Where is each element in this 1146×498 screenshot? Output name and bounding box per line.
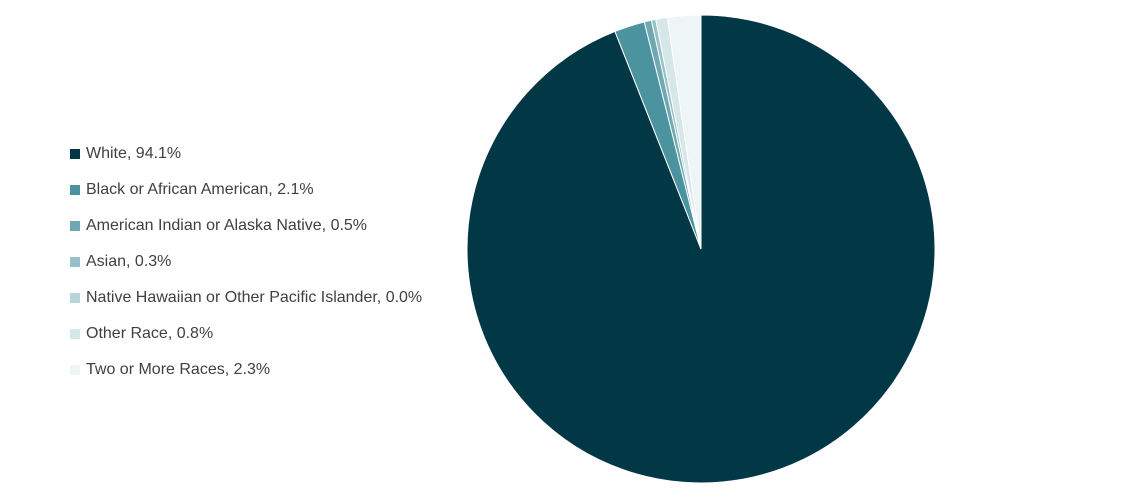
legend-swatch-american-indian — [70, 221, 80, 231]
legend-label-two-or-more: Two or More Races, 2.3% — [86, 361, 271, 378]
legend-item-black: Black or African American, 2.1% — [70, 172, 470, 208]
legend-label-other-race: Other Race, 0.8% — [86, 325, 214, 342]
legend-item-two-or-more: Two or More Races, 2.3% — [70, 352, 470, 388]
legend-item-white: White, 94.1% — [70, 136, 470, 172]
legend-swatch-black — [70, 185, 80, 195]
legend-label-american-indian: American Indian or Alaska Native, 0.5% — [86, 217, 368, 234]
pie-slice-two-or-more-races — [666, 14, 702, 250]
pie-slices — [466, 14, 936, 484]
legend-label-native-hawaiian: Native Hawaiian or Other Pacific Islande… — [86, 289, 423, 306]
legend-item-asian: Asian, 0.3% — [70, 244, 470, 280]
legend-item-american-indian: American Indian or Alaska Native, 0.5% — [70, 208, 470, 244]
legend-swatch-asian — [70, 257, 80, 267]
legend-item-other-race: Other Race, 0.8% — [70, 316, 470, 352]
legend-swatch-native-hawaiian — [70, 293, 80, 303]
legend-swatch-white — [70, 149, 80, 159]
legend-label-white: White, 94.1% — [86, 145, 182, 162]
legend-swatch-two-or-more — [70, 365, 80, 375]
legend-item-native-hawaiian: Native Hawaiian or Other Pacific Islande… — [70, 280, 470, 316]
legend-swatch-other-race — [70, 329, 80, 339]
legend-label-asian: Asian, 0.3% — [86, 253, 172, 270]
legend: White, 94.1% Black or African American, … — [70, 136, 470, 388]
legend-label-black: Black or African American, 2.1% — [86, 181, 314, 198]
